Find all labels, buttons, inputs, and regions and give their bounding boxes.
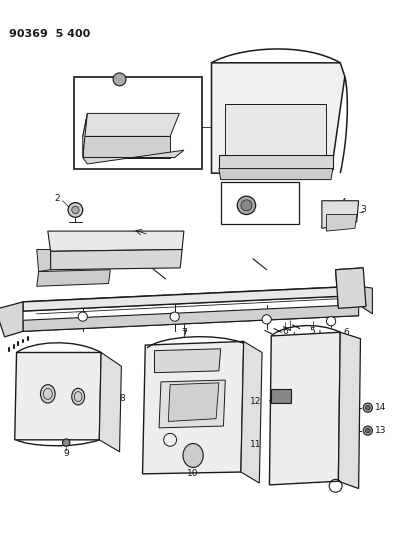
Polygon shape (159, 380, 225, 428)
Polygon shape (337, 332, 360, 489)
Text: 2: 2 (277, 203, 283, 212)
Text: 5: 5 (309, 327, 315, 336)
Circle shape (78, 312, 87, 321)
Polygon shape (15, 352, 101, 440)
Circle shape (62, 439, 70, 446)
Polygon shape (218, 155, 332, 168)
Polygon shape (168, 383, 218, 422)
Text: 2: 2 (54, 195, 60, 204)
Circle shape (362, 426, 371, 435)
Polygon shape (37, 249, 51, 271)
Circle shape (237, 196, 255, 215)
Polygon shape (142, 342, 243, 474)
Bar (220, 182, 298, 224)
Polygon shape (23, 305, 358, 332)
Circle shape (326, 317, 335, 326)
Bar (271, 389, 291, 403)
Text: 7: 7 (181, 329, 186, 338)
Text: 3: 3 (360, 205, 365, 214)
Circle shape (240, 200, 252, 211)
Circle shape (72, 206, 79, 214)
Text: 6: 6 (343, 328, 349, 337)
Text: 14: 14 (374, 403, 386, 412)
Text: 1: 1 (183, 77, 189, 86)
Polygon shape (83, 114, 87, 158)
Polygon shape (154, 349, 220, 373)
Polygon shape (83, 136, 170, 158)
Polygon shape (48, 231, 183, 252)
Text: 9: 9 (63, 449, 69, 458)
Text: 11: 11 (249, 440, 261, 449)
Ellipse shape (40, 385, 55, 403)
Circle shape (362, 403, 371, 412)
Text: 7: 7 (181, 328, 186, 337)
Text: 6: 6 (281, 327, 287, 336)
Text: 4: 4 (339, 198, 345, 207)
Ellipse shape (183, 443, 203, 467)
Text: 13: 13 (374, 426, 386, 435)
Polygon shape (99, 352, 121, 452)
Polygon shape (326, 215, 356, 231)
Polygon shape (0, 302, 23, 337)
Circle shape (364, 429, 369, 433)
Ellipse shape (72, 389, 84, 405)
Polygon shape (211, 63, 344, 173)
Circle shape (68, 203, 83, 217)
Polygon shape (37, 270, 110, 286)
Polygon shape (218, 168, 332, 180)
Polygon shape (321, 201, 358, 228)
Polygon shape (23, 286, 358, 311)
Polygon shape (240, 342, 262, 483)
Text: 8: 8 (119, 394, 125, 403)
Polygon shape (83, 114, 179, 136)
Circle shape (262, 315, 271, 324)
Circle shape (113, 73, 126, 86)
Polygon shape (83, 150, 183, 164)
Circle shape (170, 312, 179, 321)
Polygon shape (358, 286, 371, 314)
Circle shape (364, 406, 369, 410)
Text: 12: 12 (249, 397, 261, 406)
Polygon shape (225, 104, 326, 155)
Polygon shape (51, 249, 181, 270)
Text: 10: 10 (187, 470, 198, 478)
Polygon shape (269, 332, 339, 485)
Text: 90369  5 400: 90369 5 400 (9, 29, 90, 39)
Bar (73, 77, 202, 168)
Polygon shape (335, 268, 365, 308)
